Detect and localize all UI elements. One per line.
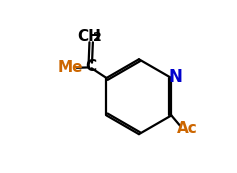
Text: CH: CH — [77, 29, 101, 44]
Text: N: N — [169, 68, 182, 86]
Text: Ac: Ac — [177, 121, 198, 136]
Text: Me: Me — [58, 60, 83, 75]
Text: C: C — [85, 59, 96, 74]
Text: 2: 2 — [93, 31, 102, 44]
